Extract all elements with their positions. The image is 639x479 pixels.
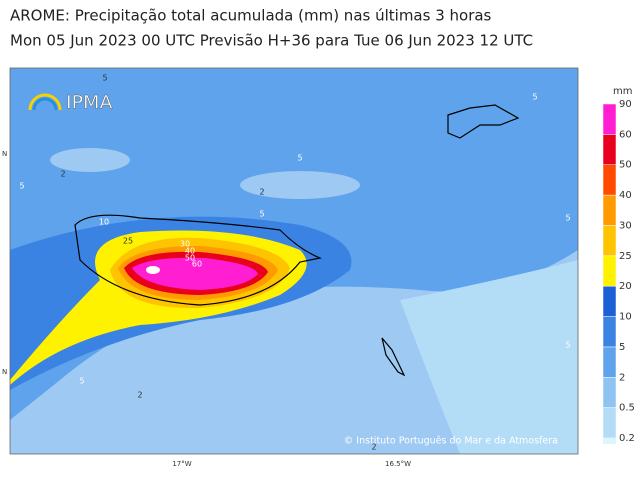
colorbar-label: 5	[619, 342, 625, 353]
contour-label: 5	[565, 214, 570, 223]
colorbar-label: 0.5	[619, 403, 635, 414]
contour-label: 5	[19, 182, 24, 191]
contour-label: 5	[79, 377, 84, 386]
title: AROME: Precipitação total acumulada (mm)…	[10, 7, 492, 25]
colorbar-label: 50	[619, 160, 632, 171]
contour-label: 5	[565, 341, 570, 350]
colorbar-label: 90	[619, 99, 632, 110]
logo: IPMA	[66, 92, 112, 114]
contour-label: 2	[137, 391, 142, 400]
contour-label: 50	[185, 254, 195, 263]
colorbar-label: 20	[619, 281, 632, 292]
subtitle: Mon 05 Jun 2023 00 UTC Previsão H+36 par…	[10, 32, 533, 50]
colorbar-label: 25	[619, 251, 632, 262]
colorbar-box	[602, 134, 617, 165]
colorbar-box	[602, 225, 617, 257]
colorbar-label: 2	[619, 372, 625, 383]
credit: © Instituto Português do Mar e da Atmosf…	[344, 436, 558, 447]
colorbar-box	[602, 194, 617, 226]
contour-label: 5	[259, 210, 264, 219]
colorbar-label: 30	[619, 220, 632, 231]
contour-label: 5	[532, 93, 537, 102]
colorbar-box	[602, 377, 617, 408]
contour-label: 2	[371, 443, 376, 452]
colorbar-label: 10	[619, 312, 632, 323]
colorbar-unit: mm	[613, 86, 632, 97]
y-label: N	[2, 368, 7, 376]
colorbar-label: 60	[619, 129, 632, 140]
map: IPMA © Instituto Português do Mar e da A…	[9, 67, 579, 455]
contour-label: 5	[297, 154, 302, 163]
x-label: 17°W	[172, 460, 191, 468]
contour-label: 5	[102, 74, 107, 83]
contour-label: 30	[180, 240, 190, 249]
colorbar-box	[602, 316, 617, 348]
y-label: N	[2, 150, 7, 158]
contour-label: 2	[259, 188, 264, 197]
contour-label: 10	[99, 218, 109, 227]
contour-label: 60	[192, 260, 202, 269]
colorbar-box	[602, 103, 617, 135]
colorbar-label: 0.2	[619, 433, 635, 444]
x-label: 16.5°W	[385, 460, 411, 468]
colorbar-box	[602, 346, 617, 378]
colorbar-label: 40	[619, 190, 632, 201]
colorbar-box	[602, 407, 617, 439]
contour-label: 25	[123, 237, 133, 246]
contour-label: 2	[60, 170, 65, 179]
contour-label: 40	[185, 247, 195, 256]
colorbar-box	[603, 438, 616, 444]
colorbar-box	[602, 255, 617, 287]
colorbar-box	[602, 285, 617, 317]
colorbar-box	[602, 164, 617, 196]
